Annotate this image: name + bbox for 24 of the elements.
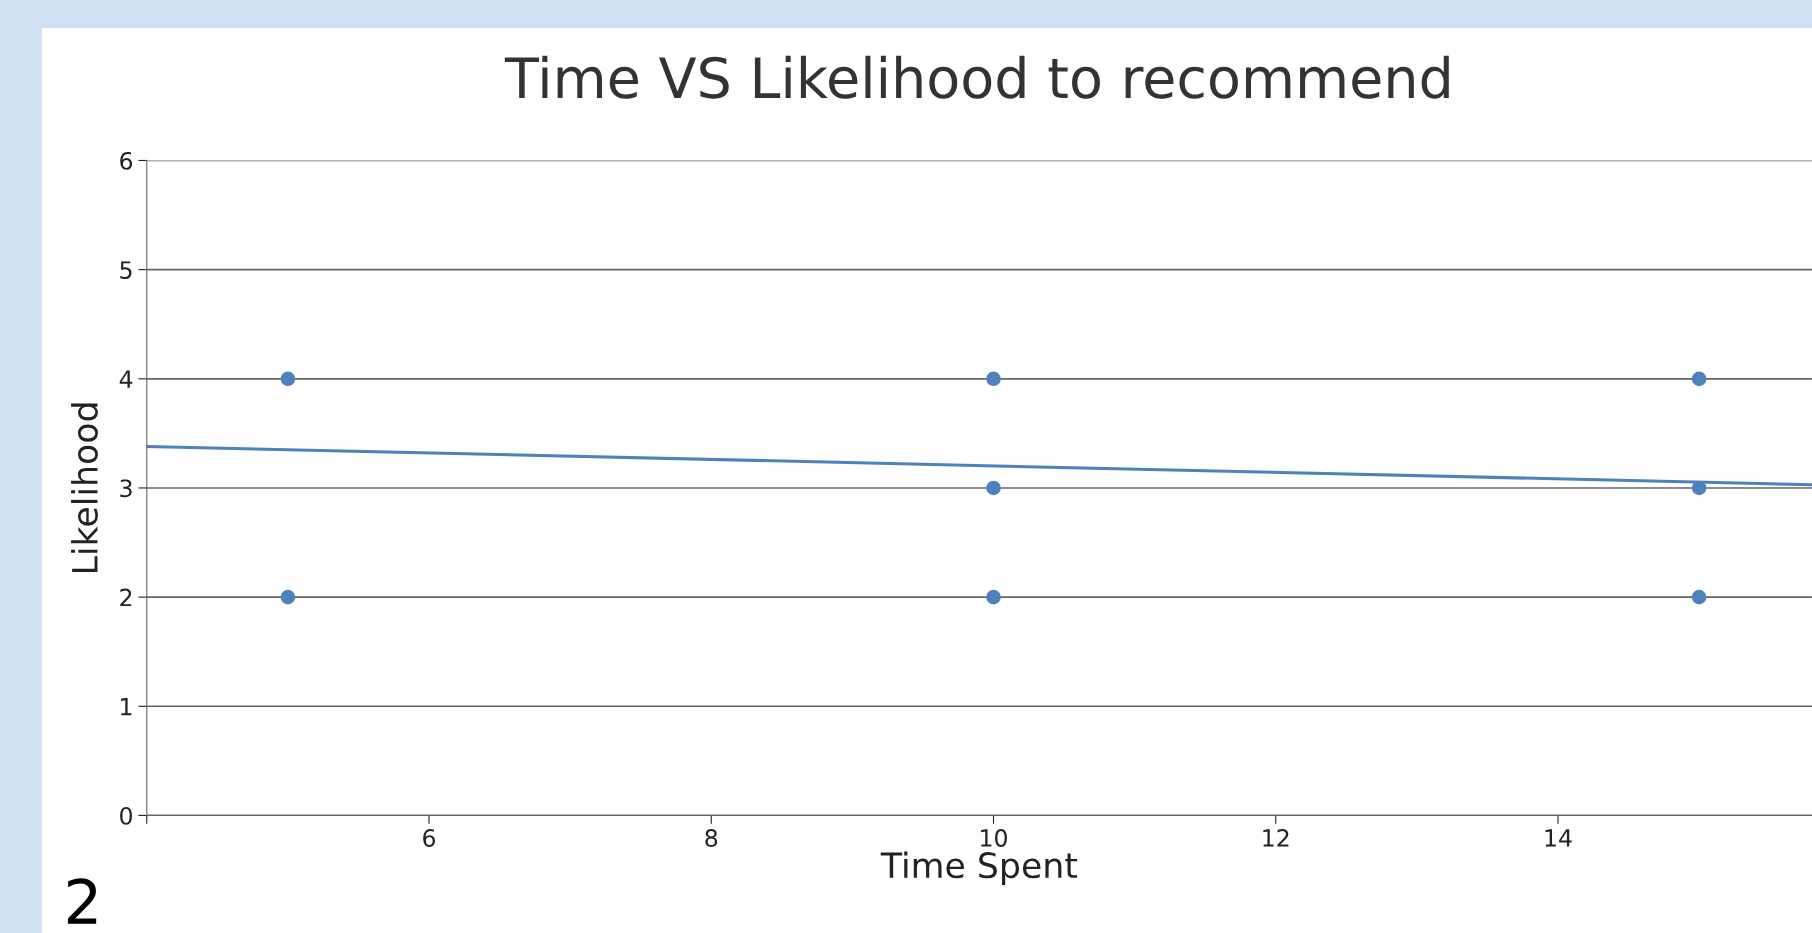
x-axis-title: Time Spent (880, 851, 1078, 886)
y-tick-label: 3 (120, 479, 132, 498)
y-tick-label: 0 (120, 806, 133, 825)
point (1691, 480, 1707, 496)
point (1691, 371, 1707, 387)
y-tick-label: 2 (120, 588, 132, 607)
x-tick-label: 8 (705, 829, 718, 847)
point (280, 371, 296, 387)
y-tick-label: 4 (119, 370, 133, 388)
x-tick-label: 10 (981, 829, 1007, 847)
point (280, 589, 296, 605)
y-tick-label: 5 (120, 261, 132, 279)
y-tick-label: 1 (121, 698, 132, 716)
y-tick-label: 6 (120, 151, 133, 170)
chart-title: Time VS Likelihood to recommend (504, 55, 1449, 99)
text: 2 (67, 878, 97, 924)
x-tick-label: 14 (1545, 829, 1572, 847)
point (1691, 589, 1707, 605)
y-axis-title: Likelihood (71, 403, 98, 573)
point (986, 589, 1001, 605)
point (986, 480, 1001, 496)
point (986, 371, 1001, 387)
x-tick-label: 6 (423, 829, 436, 847)
x-tick-label: 12 (1263, 829, 1289, 847)
